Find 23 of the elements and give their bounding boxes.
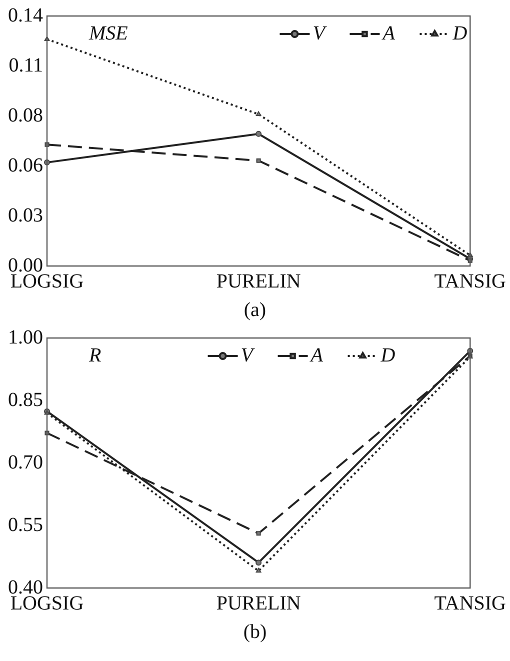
chart-title: MSE — [88, 22, 128, 44]
legend-label: D — [452, 22, 468, 44]
y-tick-label: 0.03 — [8, 204, 43, 226]
x-tick-label: TANSIG — [434, 270, 506, 292]
text: (b) — [242, 620, 268, 644]
x-tick-label: TANSIG — [434, 592, 506, 614]
y-tick-label: 0.06 — [8, 154, 43, 176]
legend-label: V — [312, 22, 328, 44]
y-tick-label: 1.00 — [8, 326, 43, 348]
legend-label: A — [380, 22, 396, 44]
legend-label: A — [308, 344, 324, 366]
y-tick-label: 0.11 — [8, 54, 43, 76]
x-tick-label: PURELIN — [216, 270, 301, 292]
chart-title: R — [88, 344, 102, 366]
x-tick-label: PURELIN — [216, 592, 301, 614]
y-tick-label: 0.55 — [8, 514, 43, 536]
y-tick-label: 0.85 — [8, 388, 43, 411]
legend-label: V — [240, 344, 256, 366]
legend-label: D — [380, 344, 396, 366]
text: (a) — [242, 298, 268, 322]
y-tick-label: 0.70 — [8, 451, 43, 474]
y-tick-label: 0.08 — [8, 104, 43, 126]
y-tick-label: 0.14 — [8, 4, 43, 26]
